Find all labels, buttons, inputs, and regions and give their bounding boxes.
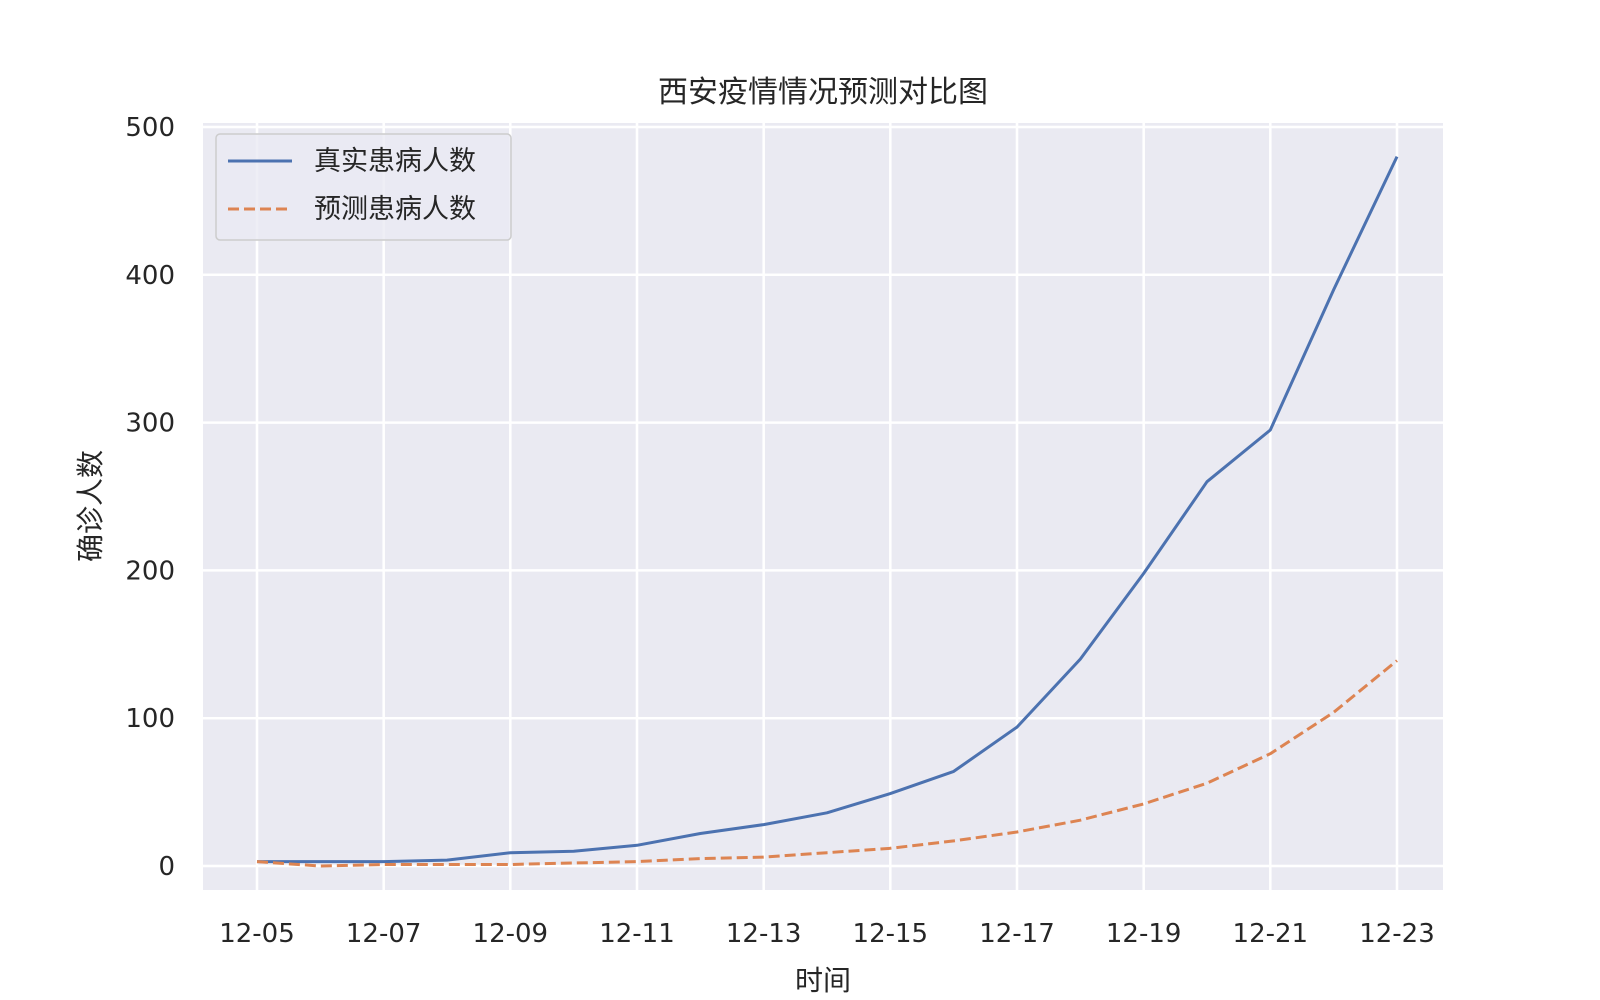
x-tick-label: 12-07 [346, 919, 422, 949]
y-axis-label: 确诊人数 [74, 450, 107, 562]
plot-background [203, 123, 1443, 890]
x-tick-label: 12-11 [599, 919, 675, 949]
x-tick-label: 12-05 [219, 919, 295, 949]
y-tick-label: 0 [158, 852, 175, 882]
y-tick-label: 200 [125, 556, 175, 586]
y-tick-label: 400 [125, 261, 175, 291]
x-tick-label: 12-19 [1106, 919, 1182, 949]
x-tick-label: 12-21 [1233, 919, 1309, 949]
x-tick-label: 12-09 [473, 919, 549, 949]
series-lines [256, 155, 1399, 868]
x-tick-labels: 12-05 12-07 12-09 12-11 12-13 12-15 12-17 12-19… [219, 919, 1435, 949]
chart-title: 西安疫情情况预测对比图 [658, 75, 988, 110]
x-tick-label: 12-15 [853, 919, 929, 949]
grid-lines [203, 123, 1443, 890]
x-tick-label: 12-17 [979, 919, 1055, 949]
x-tick-label: 12-13 [726, 919, 802, 949]
y-tick-label: 500 [125, 113, 175, 143]
legend-label-predicted: 预测患病人数 [314, 194, 476, 225]
y-tick-labels: 0 100 200 300 400 500 [125, 113, 175, 882]
legend-label-true: 真实患病人数 [314, 146, 476, 177]
series-line-true [257, 155, 1399, 864]
legend: 真实患病人数 预测患病人数 [215, 133, 512, 241]
y-tick-label: 300 [125, 409, 175, 439]
x-axis-label: 时间 [795, 964, 851, 997]
series-line-predicted [256, 659, 1398, 868]
x-tick-label: 12-23 [1359, 919, 1435, 949]
y-tick-label: 100 [125, 704, 175, 734]
